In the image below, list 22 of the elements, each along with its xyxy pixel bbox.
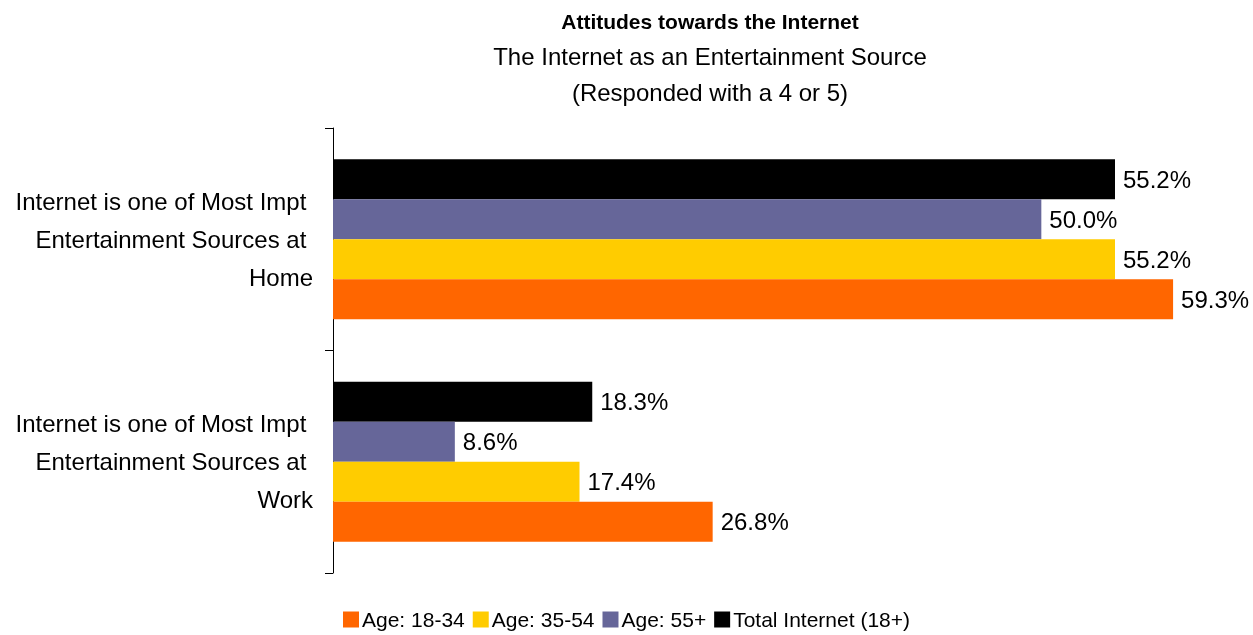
- legend-label: Age: 35-54: [491, 608, 595, 631]
- data-label: 50.0%: [1049, 205, 1118, 233]
- chart-subtitle: The Internet as an Entertainment Source (Responded with a 4 or 5): [493, 42, 927, 106]
- data-label: 18.3%: [600, 388, 669, 416]
- data-label: 55.2%: [1123, 165, 1192, 193]
- legend-label: Age: 55+: [621, 608, 707, 631]
- bar: [333, 461, 580, 502]
- data-label: 8.6%: [462, 428, 518, 456]
- data-label: 26.8%: [720, 508, 789, 536]
- legend-label: Age: 18-34: [362, 608, 466, 631]
- legend-label: Total Internet (18+): [733, 608, 911, 631]
- bar: [333, 279, 1174, 320]
- data-label: 55.2%: [1123, 245, 1192, 273]
- chart-title: Attitudes towards the Internet: [561, 10, 859, 33]
- bar: [333, 199, 1042, 240]
- y-tick-label: Internet is one of Most Impt Entertainment Sources at Work: [15, 410, 314, 514]
- y-tick-label: Internet is one of Most Impt Entertainment Sources at Home: [15, 187, 313, 291]
- data-label: 59.3%: [1181, 285, 1250, 313]
- bar: [333, 421, 455, 462]
- bar: [333, 239, 1115, 280]
- data-label: 17.4%: [587, 468, 656, 496]
- bar: [333, 501, 713, 542]
